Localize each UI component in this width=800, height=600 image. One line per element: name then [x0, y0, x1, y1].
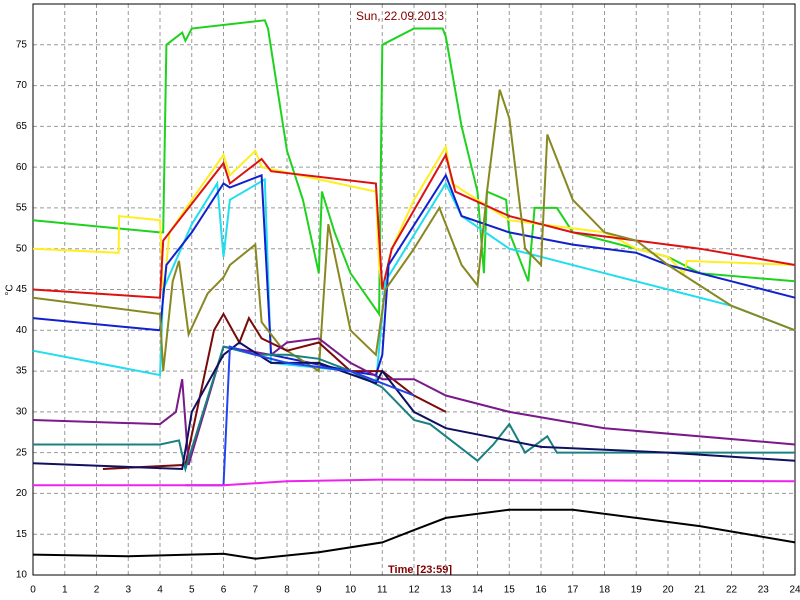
series-line	[32, 152, 796, 299]
x-tick-label: 14	[472, 585, 484, 596]
y-tick-label: 35	[16, 366, 28, 377]
x-tick-label: 20	[662, 585, 674, 596]
y-tick-label: 75	[16, 39, 28, 50]
x-tick-label: 11	[377, 585, 388, 596]
x-tick-label: 19	[631, 585, 643, 596]
y-tick-label: 45	[16, 284, 28, 295]
x-tick-label: 12	[408, 585, 420, 596]
x-tick-label: 5	[189, 585, 195, 596]
series-line	[32, 341, 796, 471]
x-tick-label: 22	[726, 585, 738, 596]
series-line	[32, 89, 796, 373]
x-tick-label: 3	[125, 585, 131, 596]
y-tick-label: 60	[16, 162, 28, 173]
series-line	[32, 337, 796, 466]
x-tick-label: 7	[252, 585, 258, 596]
chart-title: Sun, 22.09.2013	[356, 9, 444, 23]
x-tick-label: 16	[535, 585, 547, 596]
y-tick-label: 55	[16, 203, 28, 214]
y-tick-label: 40	[16, 325, 28, 336]
series-line	[32, 508, 796, 560]
x-tick-label: 18	[599, 585, 611, 596]
series-line	[32, 173, 796, 377]
y-tick-label: 65	[16, 121, 28, 132]
x-tick-label: 6	[221, 585, 227, 596]
series-line	[33, 478, 796, 487]
series-line	[32, 19, 796, 318]
series-line	[33, 345, 795, 473]
y-tick-label: 20	[16, 488, 28, 499]
y-tick-label: 50	[16, 243, 28, 254]
x-tick-label: 4	[157, 585, 163, 596]
y-tick-label: 15	[16, 529, 28, 540]
x-tick-label: 2	[94, 585, 100, 596]
x-tick-label: 21	[694, 585, 706, 596]
y-tick-label: 25	[16, 447, 28, 458]
y-axis-label: °C	[5, 284, 16, 295]
series-line	[185, 345, 415, 487]
x-tick-label: 1	[62, 585, 68, 596]
x-tick-label: 9	[316, 585, 322, 596]
x-tick-label: 8	[284, 585, 290, 596]
x-tick-label: 15	[504, 585, 516, 596]
y-tick-label: 30	[16, 406, 28, 417]
x-tick-label: 17	[567, 585, 579, 596]
x-axis-label: Time [23:59]	[388, 564, 452, 576]
x-tick-label: 24	[789, 585, 800, 596]
y-tick-label: 10	[16, 570, 28, 581]
x-tick-label: 10	[345, 585, 357, 596]
x-tick-label: 13	[440, 585, 452, 596]
y-tick-label: 70	[16, 80, 28, 91]
x-tick-label: 23	[758, 585, 770, 596]
x-tick-label: 0	[30, 585, 36, 596]
